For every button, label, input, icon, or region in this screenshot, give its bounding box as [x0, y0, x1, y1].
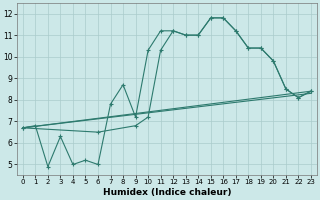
X-axis label: Humidex (Indice chaleur): Humidex (Indice chaleur)	[103, 188, 231, 197]
